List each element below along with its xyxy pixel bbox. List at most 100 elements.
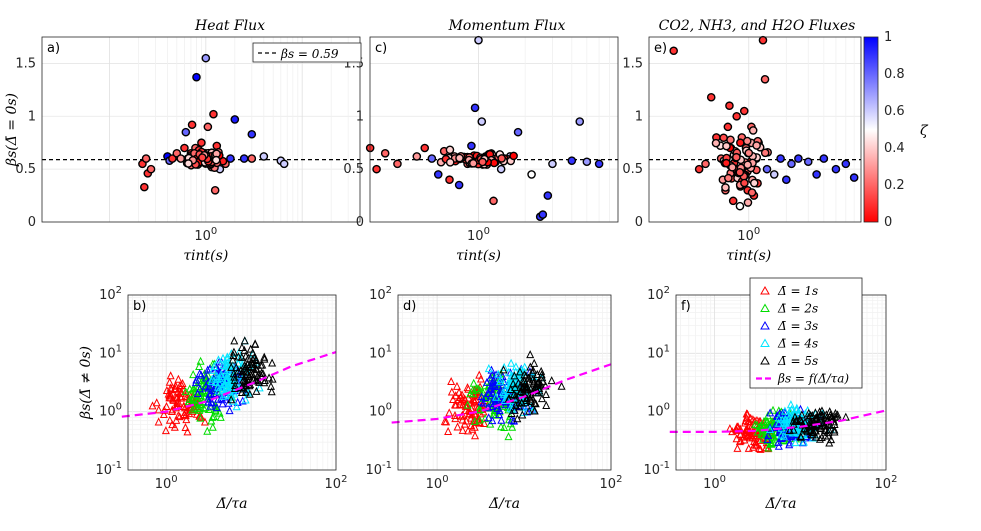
data-point <box>507 358 516 367</box>
data-point <box>208 398 217 407</box>
data-point <box>789 425 798 434</box>
data-point <box>268 358 277 367</box>
data-point <box>179 402 188 411</box>
y-tick-label: 0.5 <box>15 162 36 177</box>
axes-frame <box>369 36 619 223</box>
data-point <box>744 443 753 452</box>
data-point <box>694 164 704 174</box>
data-point <box>739 106 749 116</box>
data-point <box>790 412 799 421</box>
data-point <box>513 414 522 423</box>
data-point <box>538 210 548 219</box>
data-point <box>223 354 232 363</box>
data-point <box>159 410 168 419</box>
x-tick-label: 102 <box>325 474 348 492</box>
data-point <box>827 435 836 444</box>
data-point <box>764 430 773 439</box>
data-point <box>741 416 750 425</box>
data-point <box>805 417 814 426</box>
data-point <box>537 366 546 375</box>
x-axis-label: τint(s) <box>183 248 228 264</box>
data-point <box>521 383 530 392</box>
x-axis-label: Δ̄/τa <box>765 496 797 512</box>
data-point <box>526 395 535 404</box>
data-point <box>226 154 235 163</box>
data-point <box>189 383 198 392</box>
data-point <box>776 154 785 163</box>
data-point <box>711 138 721 148</box>
data-point <box>815 407 824 416</box>
data-point <box>719 133 728 143</box>
series-legend: Δ̄ = 1s Δ̄ = 2s Δ̄ = 3s Δ̄ = 4s Δ̄ = 5s βs = … <box>749 277 863 389</box>
y-tick-label: 0.5 <box>622 162 643 177</box>
y-tick-label: 1.5 <box>15 56 36 71</box>
data-point <box>393 159 402 169</box>
legend-marker <box>760 285 770 295</box>
data-point <box>260 354 269 363</box>
y-tick-label: 100 <box>99 402 122 420</box>
data-point <box>808 411 817 420</box>
data-point <box>781 420 790 429</box>
data-point <box>547 376 556 385</box>
data-point <box>517 398 526 407</box>
data-point <box>224 368 233 377</box>
colorbar-tick: 0.8 <box>884 67 905 82</box>
data-point <box>445 158 455 167</box>
data-point <box>533 370 542 379</box>
data-point <box>247 129 257 139</box>
data-point <box>526 362 535 371</box>
data-point <box>214 355 223 364</box>
data-point <box>452 381 461 390</box>
data-point <box>758 35 768 45</box>
y-tick-label: 1.5 <box>622 56 643 71</box>
data-point <box>823 420 833 429</box>
data-point <box>474 405 483 414</box>
data-point <box>504 432 513 441</box>
data-point <box>732 434 741 443</box>
data-point <box>530 406 539 415</box>
data-point <box>499 377 508 386</box>
data-point <box>168 420 177 429</box>
data-point <box>474 414 483 423</box>
data-point <box>154 417 163 426</box>
data-point <box>494 369 503 378</box>
data-point <box>175 412 184 421</box>
data-point <box>794 154 803 163</box>
data-point <box>785 438 794 447</box>
data-point <box>192 72 201 82</box>
data-point <box>201 403 210 412</box>
data-point <box>245 389 254 398</box>
data-point <box>537 394 547 403</box>
data-point <box>193 394 203 404</box>
data-point <box>792 403 801 412</box>
data-point <box>766 408 775 417</box>
colorbar-gradient <box>863 36 879 223</box>
data-point <box>495 406 504 415</box>
data-point <box>181 387 190 396</box>
data-point <box>445 175 454 185</box>
data-point <box>807 430 816 439</box>
data-point <box>528 368 537 377</box>
data-point <box>470 397 479 406</box>
data-point <box>542 400 551 409</box>
data-point <box>444 426 453 435</box>
panel-e: 0 0.5 1 1.5 100 e) τint(s) <box>622 35 862 264</box>
data-point <box>182 415 191 424</box>
data-point <box>463 383 472 392</box>
y-tick-label: 1 <box>356 109 364 124</box>
y-tick-label: 101 <box>369 343 392 361</box>
data-point <box>543 191 553 200</box>
data-point <box>167 391 176 400</box>
data-point <box>748 126 758 135</box>
data-point <box>831 164 841 174</box>
data-point <box>736 138 745 148</box>
data-point <box>176 392 185 401</box>
y-tick-label: 10-1 <box>95 460 122 478</box>
data-point <box>749 442 758 451</box>
data-point <box>724 173 733 183</box>
data-point <box>824 428 833 437</box>
data-point <box>510 371 519 380</box>
data-point <box>474 384 483 393</box>
legend-entry: Δ̄ = 2s <box>777 302 818 316</box>
